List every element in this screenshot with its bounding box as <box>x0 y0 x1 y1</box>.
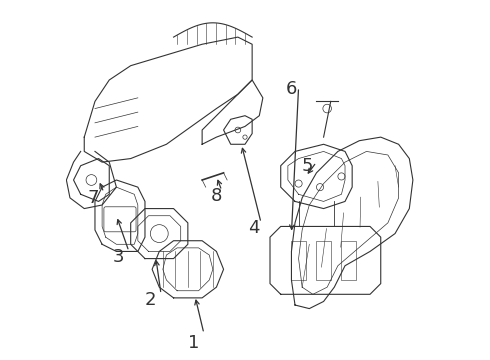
Text: 3: 3 <box>112 248 124 266</box>
Bar <box>317 241 331 280</box>
Text: 4: 4 <box>248 219 260 237</box>
Text: 5: 5 <box>302 157 313 175</box>
Bar <box>292 241 306 280</box>
Text: 6: 6 <box>286 80 297 98</box>
Text: 7: 7 <box>87 189 99 207</box>
Text: 2: 2 <box>145 291 156 309</box>
Bar <box>342 241 356 280</box>
Text: 8: 8 <box>211 187 222 205</box>
Text: 1: 1 <box>188 333 199 351</box>
